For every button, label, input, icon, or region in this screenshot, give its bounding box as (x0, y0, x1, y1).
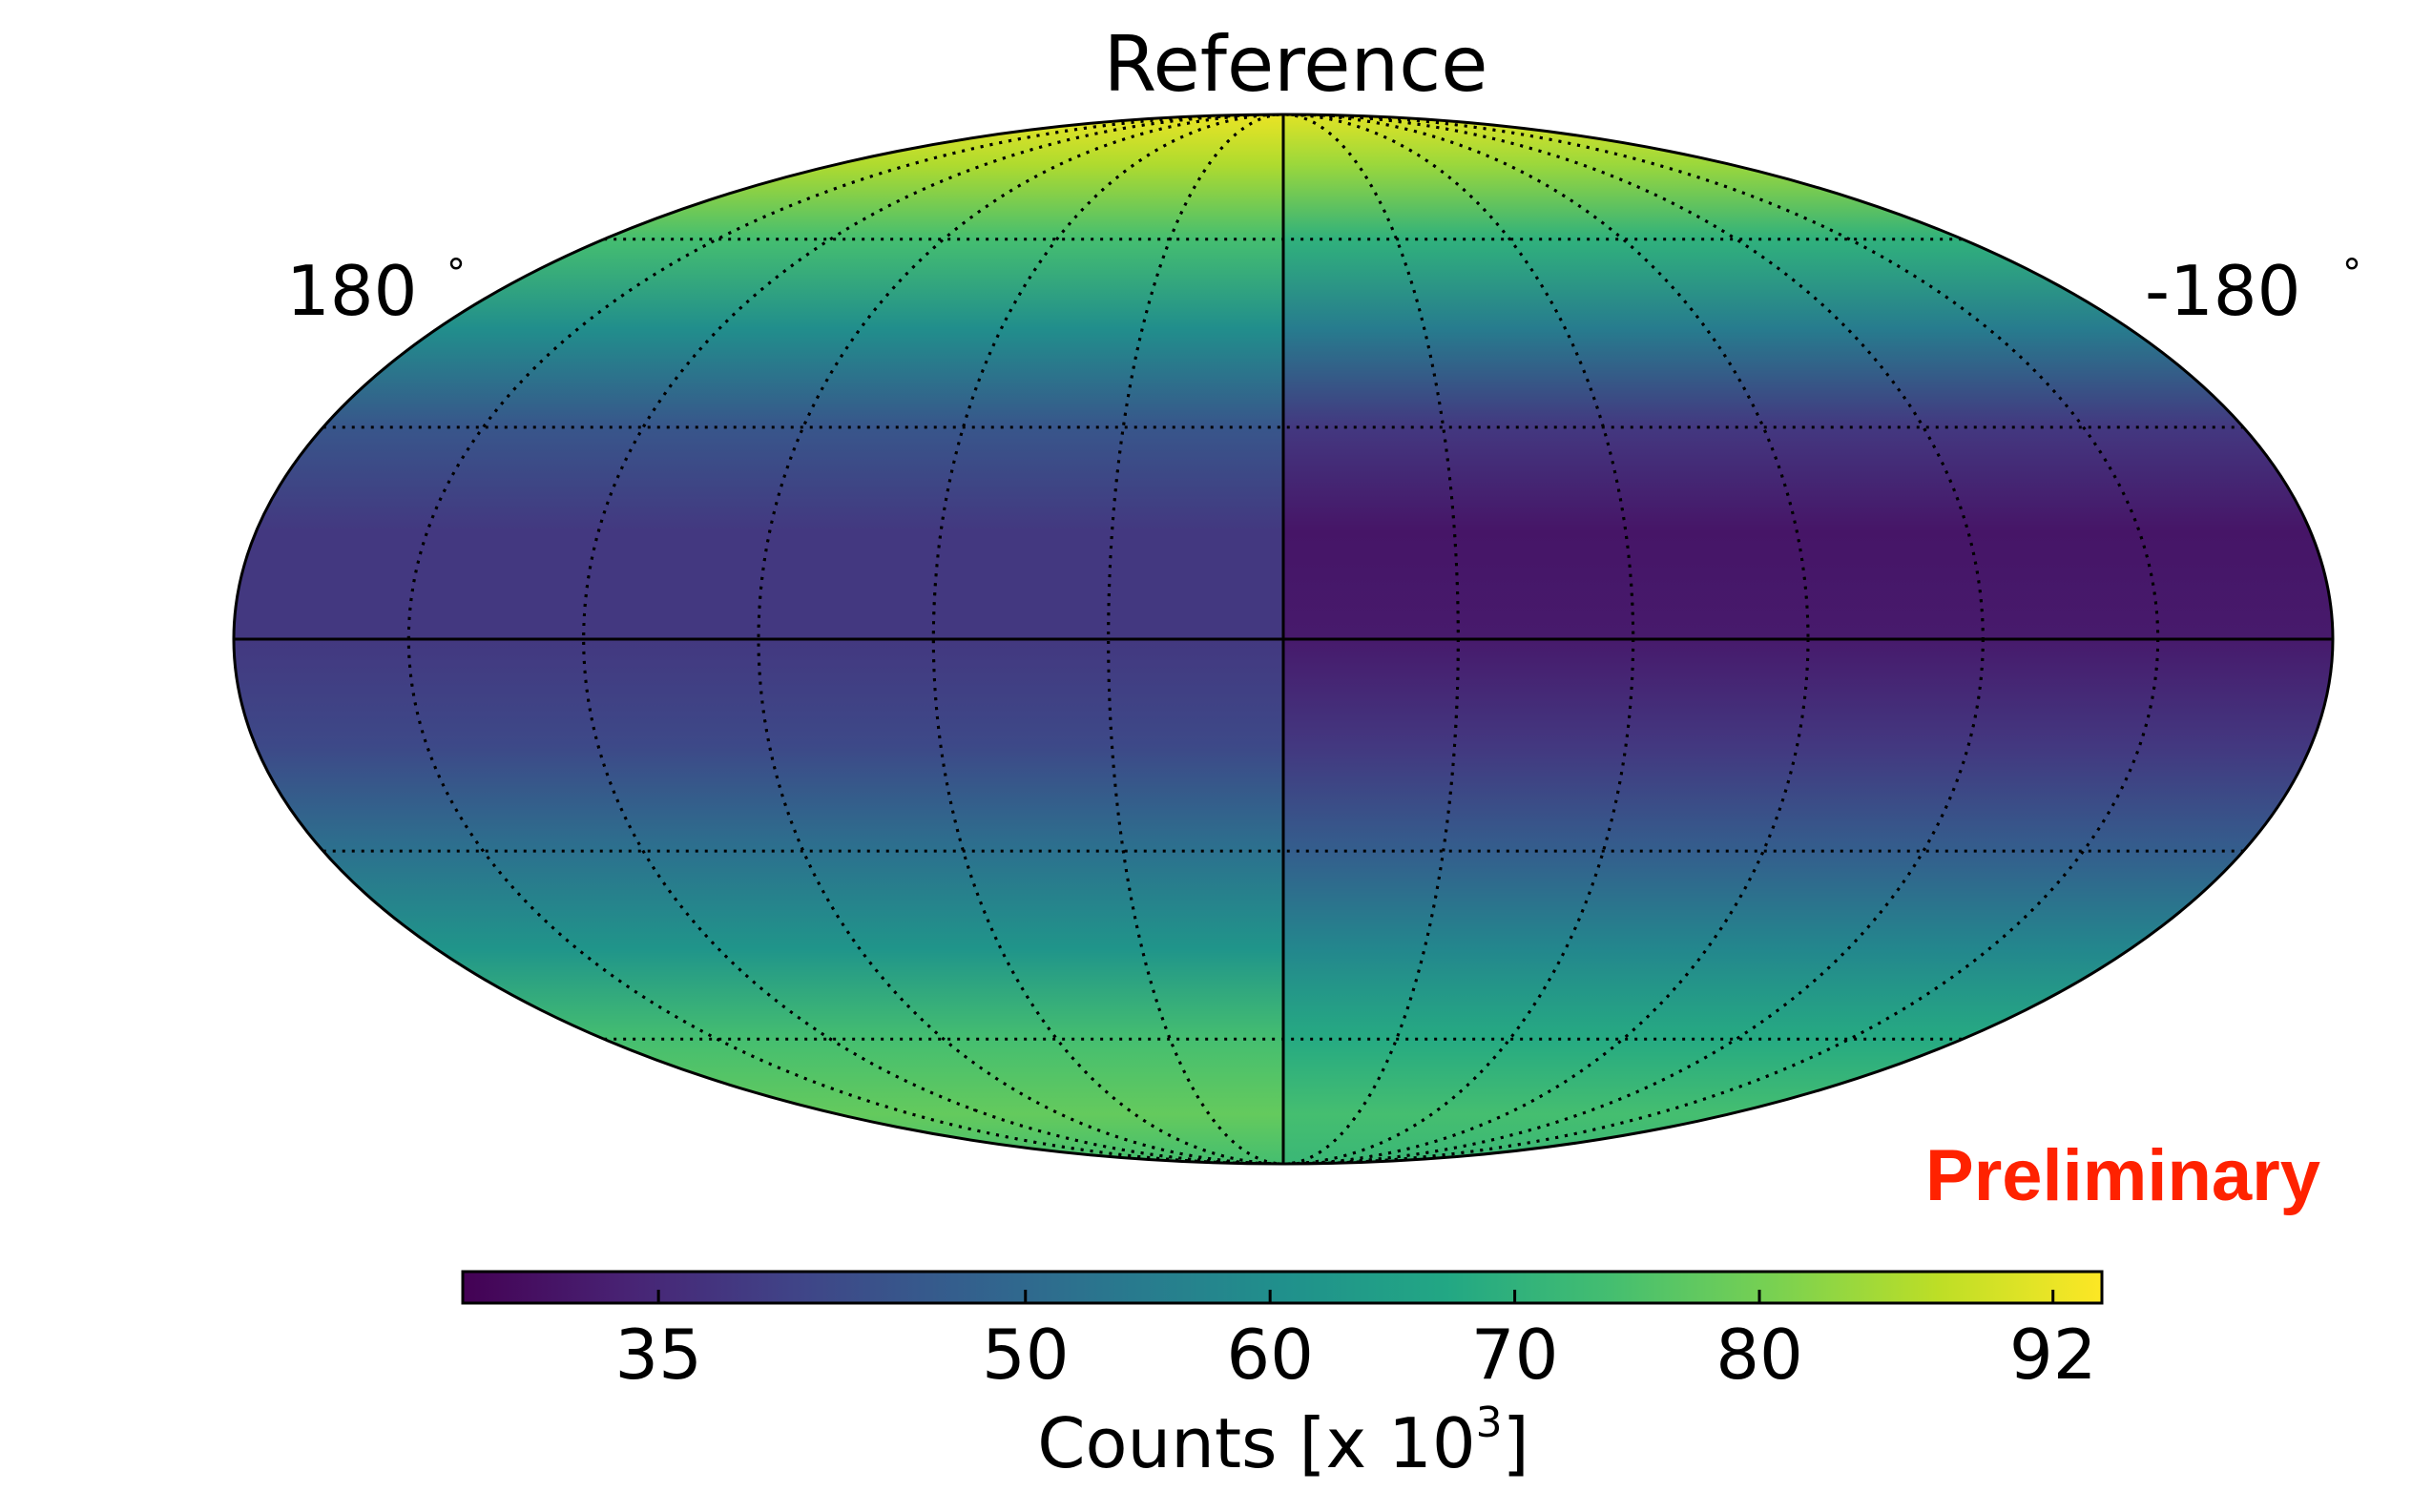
svg-text:-180: -180 (2145, 251, 2300, 331)
svg-text:°: ° (2342, 252, 2361, 296)
colorbar-tick-label: 80 (1715, 1315, 1803, 1395)
graticule (234, 114, 2333, 1164)
colorbar: 35 50 60 70 80 92 Counts [x 103] (461, 1270, 2104, 1483)
colorbar-tick-label: 35 (614, 1315, 702, 1395)
longitude-label-left: 180 ° (286, 251, 466, 331)
sky-map (234, 114, 2333, 1164)
preliminary-label: Preliminary (1925, 1135, 2320, 1216)
chart-title: Reference (1104, 20, 1488, 109)
svg-text:180: 180 (286, 251, 417, 331)
colorbar-tick-label: 50 (982, 1315, 1070, 1395)
svg-text:°: ° (447, 252, 466, 296)
colorbar-tick-label: 70 (1471, 1315, 1559, 1395)
colorbar-tick-label: 60 (1226, 1315, 1314, 1395)
colorbar-tick-label: 92 (2009, 1315, 2097, 1395)
colorbar-label: Counts [x 103] (1037, 1398, 1529, 1483)
colorbar-bar (461, 1270, 2104, 1305)
map-outline (232, 113, 2335, 1166)
colorbar-ticks: 35 50 60 70 80 92 (614, 1290, 2097, 1395)
longitude-label-right: -180 ° (2145, 251, 2361, 331)
